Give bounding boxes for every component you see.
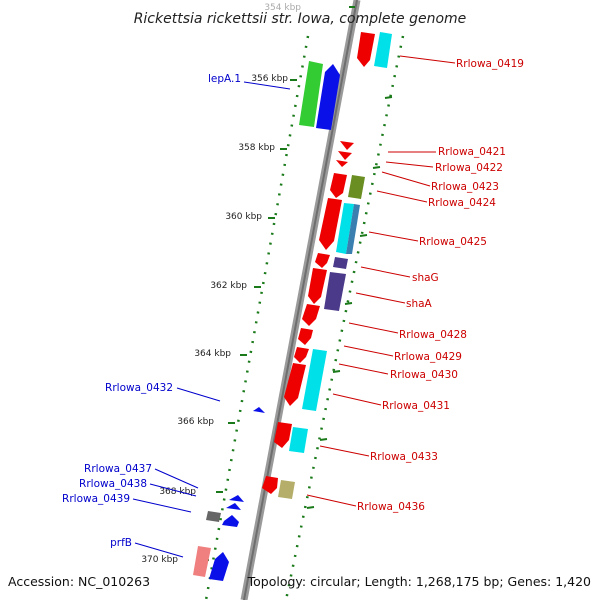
feature-rrlowa-0419-red[interactable] bbox=[357, 32, 375, 67]
feature-shag-purple[interactable] bbox=[333, 257, 348, 269]
feature-rrlowa-0431-cyan[interactable] bbox=[302, 349, 327, 411]
feature-rrlowa-0425-red[interactable] bbox=[319, 198, 342, 250]
feature-rrlowa-0425-cyan[interactable] bbox=[336, 203, 354, 254]
gene-label-rrlowa-0423[interactable]: Rrlowa_0423 bbox=[431, 181, 499, 193]
tick-label-356-kbp: 356 kbp bbox=[251, 74, 288, 84]
features bbox=[193, 32, 392, 581]
tick-label-362-kbp: 362 kbp bbox=[210, 281, 247, 291]
tick-label-366-kbp: 366 kbp bbox=[177, 417, 214, 427]
gene-label-prfb[interactable]: prfB bbox=[110, 537, 132, 549]
gene-label-rrlowa-0432[interactable]: Rrlowa_0432 bbox=[105, 382, 173, 394]
gene-label-lepa1[interactable]: lepA.1 bbox=[208, 73, 241, 85]
right-leader-lines bbox=[306, 55, 456, 507]
gene-label-rrlowa-0438[interactable]: Rrlowa_0438 bbox=[79, 478, 147, 490]
feature-shaa-purple[interactable] bbox=[324, 272, 346, 311]
gene-label-rrlowa-0429[interactable]: Rrlowa_0429 bbox=[394, 351, 462, 363]
feature-rrlowa-0428[interactable] bbox=[302, 304, 320, 326]
tick-label-354-kbp: 354 kbp bbox=[264, 3, 301, 13]
gene-label-rrlowa-0430[interactable]: Rrlowa_0430 bbox=[390, 369, 458, 381]
feature-shaa-red[interactable] bbox=[308, 268, 327, 304]
feature-rrlowa-0439-gray[interactable] bbox=[206, 511, 221, 522]
feature-rrlowa-0424-olive[interactable] bbox=[348, 175, 365, 199]
feature-rrlowa-0421[interactable] bbox=[340, 141, 354, 150]
feature-prfb-blue[interactable] bbox=[209, 552, 229, 581]
genome-summary-text: Topology: circular; Length: 1,268,175 bp… bbox=[247, 574, 591, 589]
tick-label-364-kbp: 364 kbp bbox=[194, 349, 231, 359]
gene-label-rrlowa-0439[interactable]: Rrlowa_0439 bbox=[62, 493, 130, 505]
feature-rrlowa-0424-red[interactable] bbox=[330, 173, 347, 198]
feature-prfb-pink[interactable] bbox=[193, 546, 211, 577]
tick-label-368-kbp: 368 kbp bbox=[159, 487, 196, 497]
feature-rrlowa-0431-red[interactable] bbox=[284, 363, 306, 406]
feature-rrlowa-0439-blue[interactable] bbox=[222, 515, 239, 527]
feature-rrlowa-0430[interactable] bbox=[294, 347, 309, 363]
feature-rrlowa-0436-khaki[interactable] bbox=[278, 480, 295, 499]
gene-label-shag[interactable]: shaG bbox=[412, 272, 439, 284]
feature-rrlowa-0429[interactable] bbox=[298, 328, 313, 345]
gene-label-rrlowa-0431[interactable]: Rrlowa_0431 bbox=[382, 400, 450, 412]
gene-label-rrlowa-0437[interactable]: Rrlowa_0437 bbox=[84, 463, 152, 475]
right-gene-labels: Rrlowa_0419 Rrlowa_0421 Rrlowa_0422 Rrlo… bbox=[357, 58, 524, 513]
feature-rrlowa-0422[interactable] bbox=[338, 151, 352, 160]
axis-tick-labels: 354 kbp 356 kbp 358 kbp 360 kbp 362 kbp … bbox=[141, 3, 301, 565]
gene-label-rrlowa-0424[interactable]: Rrlowa_0424 bbox=[428, 197, 496, 209]
feature-rrlowa-0438[interactable] bbox=[226, 503, 241, 510]
feature-rrlowa-0433-cyan[interactable] bbox=[289, 427, 308, 453]
feature-rrlowa-0423-red[interactable] bbox=[336, 160, 348, 167]
feature-rrlowa-0437[interactable] bbox=[229, 495, 244, 502]
gene-label-shaa[interactable]: shaA bbox=[406, 298, 433, 310]
tick-label-360-kbp: 360 kbp bbox=[225, 212, 262, 222]
left-gene-labels: lepA.1 Rrlowa_0432 Rrlowa_0437 Rrlowa_04… bbox=[62, 73, 241, 549]
tick-label-370-kbp: 370 kbp bbox=[141, 555, 178, 565]
left-leader-lines bbox=[132, 81, 291, 558]
gene-label-rrlowa-0419[interactable]: Rrlowa_0419 bbox=[456, 58, 524, 70]
gene-label-rrlowa-0436[interactable]: Rrlowa_0436 bbox=[357, 501, 425, 513]
feature-lepa-blue[interactable] bbox=[316, 64, 340, 130]
feature-shag-red[interactable] bbox=[315, 253, 330, 268]
outer-track-right bbox=[284, 35, 405, 600]
feature-rrlowa-0433-red[interactable] bbox=[274, 422, 292, 448]
feature-lepa-green[interactable] bbox=[299, 61, 323, 127]
tick-label-358-kbp: 358 kbp bbox=[238, 143, 275, 153]
genome-backbone bbox=[240, 0, 361, 600]
page-title: Rickettsia rickettsii str. Iowa, complet… bbox=[134, 11, 467, 27]
gene-label-rrlowa-0422[interactable]: Rrlowa_0422 bbox=[435, 162, 503, 174]
gene-label-rrlowa-0428[interactable]: Rrlowa_0428 bbox=[399, 329, 467, 341]
gene-label-rrlowa-0433[interactable]: Rrlowa_0433 bbox=[370, 451, 438, 463]
accession-text: Accession: NC_010263 bbox=[8, 574, 150, 589]
feature-rrlowa-0419-cyan[interactable] bbox=[374, 32, 392, 68]
gene-label-rrlowa-0421[interactable]: Rrlowa_0421 bbox=[438, 146, 506, 158]
feature-rrlowa-0425-steel[interactable] bbox=[346, 204, 360, 254]
feature-rrlowa-0436-red[interactable] bbox=[262, 476, 278, 494]
gene-label-rrlowa-0425[interactable]: Rrlowa_0425 bbox=[419, 236, 487, 248]
feature-rrlowa-0432[interactable] bbox=[253, 407, 265, 413]
